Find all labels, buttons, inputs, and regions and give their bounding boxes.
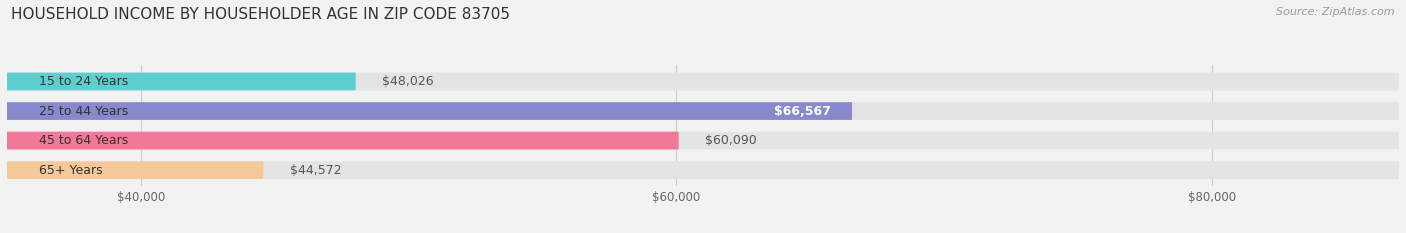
Text: HOUSEHOLD INCOME BY HOUSEHOLDER AGE IN ZIP CODE 83705: HOUSEHOLD INCOME BY HOUSEHOLDER AGE IN Z… [11, 7, 510, 22]
FancyBboxPatch shape [7, 73, 356, 90]
FancyBboxPatch shape [7, 161, 1399, 179]
Text: Source: ZipAtlas.com: Source: ZipAtlas.com [1277, 7, 1395, 17]
FancyBboxPatch shape [7, 102, 852, 120]
FancyBboxPatch shape [7, 132, 679, 149]
Text: $44,572: $44,572 [290, 164, 342, 177]
Text: $48,026: $48,026 [382, 75, 434, 88]
Text: 15 to 24 Years: 15 to 24 Years [39, 75, 128, 88]
Text: 65+ Years: 65+ Years [39, 164, 103, 177]
FancyBboxPatch shape [7, 132, 1399, 149]
Text: $66,567: $66,567 [773, 105, 831, 117]
FancyBboxPatch shape [7, 73, 1399, 90]
FancyBboxPatch shape [7, 102, 1399, 120]
Text: $60,090: $60,090 [706, 134, 758, 147]
Text: 45 to 64 Years: 45 to 64 Years [39, 134, 128, 147]
FancyBboxPatch shape [7, 161, 263, 179]
Text: 25 to 44 Years: 25 to 44 Years [39, 105, 128, 117]
